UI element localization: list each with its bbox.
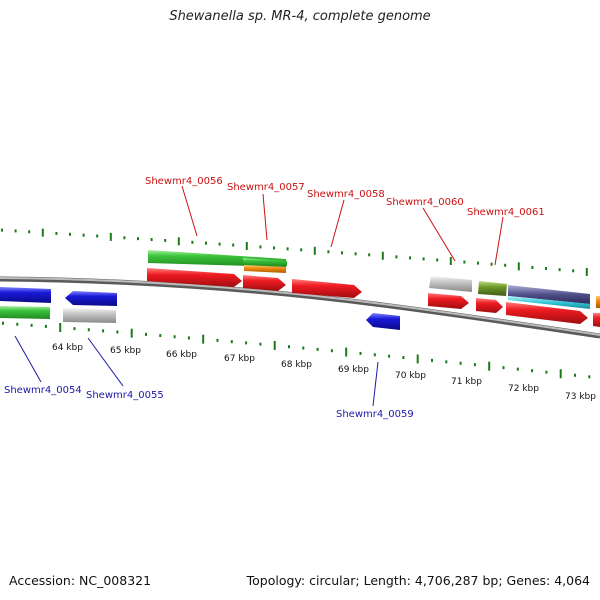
gene-cyan-1[interactable]: [508, 296, 590, 309]
gene-blue-0059[interactable]: [366, 313, 400, 330]
axis-label: 68 kbp: [281, 360, 312, 370]
axis-label: 64 kbp: [52, 343, 83, 353]
gene-labels-bottom: Shewmr4_0054 Shewmr4_0055 Shewmr4_0059: [4, 385, 414, 420]
lower-tick-track: [2, 321, 591, 379]
gene-red-edge[interactable]: [593, 313, 600, 327]
axis-label: 71 kbp: [451, 377, 482, 387]
gene-green-2[interactable]: [243, 258, 287, 266]
label-shewmr4-0056[interactable]: Shewmr4_0056: [145, 176, 223, 187]
label-shewmr4-0059[interactable]: Shewmr4_0059: [336, 409, 414, 420]
gene-navy-1[interactable]: [508, 285, 590, 304]
forward-inner-genes: [147, 268, 600, 327]
callout-lines: [14, 185, 504, 407]
gene-olive-1[interactable]: [478, 281, 507, 296]
label-shewmr4-0057[interactable]: Shewmr4_0057: [227, 182, 305, 193]
label-shewmr4-0055[interactable]: Shewmr4_0055: [86, 390, 164, 401]
axis-label: 65 kbp: [110, 346, 141, 356]
forward-outer-genes: [0, 250, 600, 309]
label-shewmr4-0061[interactable]: Shewmr4_0061: [467, 207, 545, 218]
reverse-genes: [0, 306, 400, 330]
genome-title: Shewanella sp. MR-4, complete genome: [169, 9, 431, 24]
gene-red-0061[interactable]: [476, 298, 503, 313]
genome-summary: Topology: circular; Length: 4,706,287 bp…: [246, 573, 590, 588]
axis-label: 67 kbp: [224, 354, 255, 364]
axis-label: 66 kbp: [166, 350, 197, 360]
axis-label: 72 kbp: [508, 384, 539, 394]
label-shewmr4-0054[interactable]: Shewmr4_0054: [4, 385, 82, 396]
gene-green-0054[interactable]: [0, 306, 50, 319]
gene-red-0056[interactable]: [147, 268, 242, 287]
gene-red-right[interactable]: [506, 302, 588, 324]
label-shewmr4-0058[interactable]: Shewmr4_0058: [307, 189, 385, 200]
genome-backbone: [0, 276, 600, 339]
gene-red-0060[interactable]: [428, 293, 469, 309]
gene-grey-0055[interactable]: [63, 308, 116, 323]
label-shewmr4-0060[interactable]: Shewmr4_0060: [386, 197, 464, 208]
gene-orange-1[interactable]: [244, 265, 286, 273]
axis-label: 73 kbp: [565, 392, 596, 402]
upper-tick-track: [1, 228, 588, 276]
gene-red-0057[interactable]: [243, 275, 286, 291]
gene-grey-1[interactable]: [429, 276, 472, 292]
gene-orange-2[interactable]: [596, 296, 600, 308]
gene-red-0058[interactable]: [292, 279, 362, 298]
accession-text: Accession: NC_008321: [9, 573, 152, 588]
gene-blue-0055[interactable]: [65, 291, 117, 306]
gene-blue-left[interactable]: [0, 287, 51, 303]
axis-label: 69 kbp: [338, 365, 369, 375]
gene-labels-top: Shewmr4_0056 Shewmr4_0057 Shewmr4_0058 S…: [145, 176, 545, 218]
axis-label: 70 kbp: [395, 371, 426, 381]
axis-labels: 64 kbp 65 kbp 66 kbp 67 kbp 68 kbp 69 kbp 70 k…: [52, 343, 596, 402]
